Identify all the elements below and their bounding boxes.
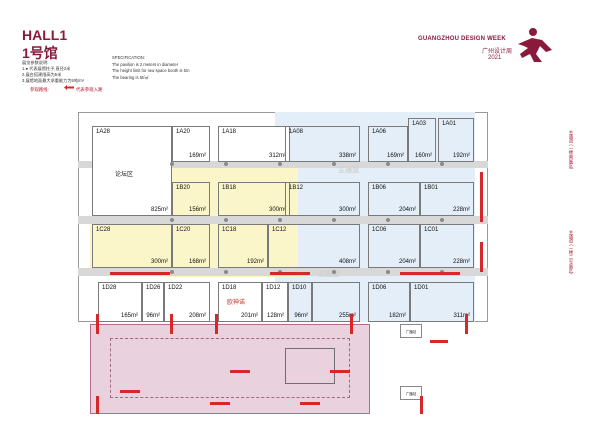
pillar-dot	[170, 162, 174, 166]
route-arrow-icon	[420, 396, 423, 414]
route-arrow-icon	[230, 370, 250, 373]
specification: SPECIFICATION: The pavilion is 2 meters …	[112, 55, 190, 81]
booth-1A08[interactable]: 1A08 338m²	[285, 126, 360, 162]
booth-1A18[interactable]: 1A18 312m²	[218, 126, 290, 162]
booth-1C20[interactable]: 1C20 168m²	[172, 224, 210, 268]
pillar-dot	[170, 270, 174, 274]
floor-plan: 主通道 主通道 1A28 论坛区 825m² 1A20 169m² 1A18 3…	[60, 112, 500, 417]
route-arrow-icon	[96, 396, 99, 414]
booth-1D12[interactable]: 1D12 128m²	[262, 282, 288, 322]
pillar-dot	[278, 162, 282, 166]
main-path-label: 主通道	[338, 167, 359, 174]
aisle-mid	[78, 216, 488, 224]
route-arrow-icon	[215, 314, 218, 334]
pillar-dot	[386, 162, 390, 166]
booth-1B20[interactable]: 1B20 156m²	[172, 182, 210, 216]
booth-1D26[interactable]: 1D26 96m²	[142, 282, 164, 322]
pillar-dot	[224, 218, 228, 222]
hall-title-cn: 1号馆	[22, 45, 58, 61]
route-arrow-icon	[120, 390, 140, 393]
logo-cn: 广州设计周	[482, 49, 513, 55]
aisle-top	[78, 161, 488, 168]
pillar-dot	[332, 270, 336, 274]
booth-1C01[interactable]: 1C01 228m²	[420, 224, 474, 268]
service-room: 广播站	[400, 324, 422, 338]
pillar-dot	[386, 218, 390, 222]
booth-1D06[interactable]: 1D06 182m²	[368, 282, 410, 322]
booth-1A03[interactable]: 1A03 160m²	[408, 118, 436, 162]
route-arrow-icon	[110, 272, 170, 275]
spec-line: The pavilion is 2 meters in diameter	[112, 61, 179, 67]
booth-1D01[interactable]: 1D01 311m²	[410, 282, 474, 322]
route-arrow-icon	[96, 314, 99, 334]
booth-1C06[interactable]: 1C06 204m²	[368, 224, 420, 268]
pillar-dot	[386, 270, 390, 274]
pink-zone	[90, 324, 370, 414]
booth-1A20[interactable]: 1A20 169m²	[172, 126, 210, 162]
legend-label: 参观路线:	[30, 87, 49, 92]
route-arrow-icon	[270, 272, 310, 275]
spec-title: SPECIFICATION:	[112, 55, 145, 60]
booth-1A28[interactable]: 1A28 论坛区 825m²	[92, 126, 172, 216]
notes-title: 展览参数说明:	[22, 60, 49, 65]
pink-inner	[110, 338, 350, 398]
booth-1A01[interactable]: 1A01 192m²	[438, 118, 474, 162]
note-line: 1.● 代表展馆柱子,直径2米	[22, 66, 71, 71]
side-label: 主通道 (一楼二号展区)	[569, 230, 574, 274]
booth-1B06[interactable]: 1B06 204m²	[368, 182, 420, 216]
service-room: 广播站	[400, 386, 422, 400]
route-arrow-icon	[170, 314, 173, 334]
booth-1C28[interactable]: 1C28 300m²	[92, 224, 172, 268]
route-arrow-icon	[480, 172, 483, 222]
pillar-dot	[440, 218, 444, 222]
pillar-dot	[278, 218, 282, 222]
legend-text: 代表参观入路	[76, 87, 103, 92]
main-path-label: 主通道	[318, 271, 339, 278]
pillar-dot	[332, 218, 336, 222]
booth-1D08[interactable]: 255m²	[312, 282, 360, 322]
pillar-dot	[224, 270, 228, 274]
note-line: 3.展馆地面最大承重能力为5吨/m²	[22, 78, 85, 83]
route-arrow-icon	[210, 402, 230, 405]
booth-1D28[interactable]: 1D28 165m²	[98, 282, 142, 322]
booth-1A06[interactable]: 1A06 169m²	[368, 126, 408, 162]
route-arrow-icon	[350, 314, 353, 334]
booth-1D18[interactable]: 1D18 欧神诺 201m²	[218, 282, 262, 322]
pillar-dot	[332, 162, 336, 166]
pillar-dot	[224, 162, 228, 166]
spec-line: The bearing is 5t/㎡	[112, 74, 149, 80]
route-arrow-icon	[330, 370, 350, 373]
booth-1D10[interactable]: 1D10 96m²	[288, 282, 312, 322]
route-arrow-icon	[465, 314, 468, 334]
note-line: 2.展台搭建限高为5米	[22, 72, 62, 77]
logo-year: 2021	[488, 55, 502, 61]
gzdw-logo-icon	[518, 28, 552, 62]
spec-line: The height limit for raw space booth is …	[112, 68, 190, 74]
route-arrow-icon	[430, 340, 448, 343]
pink-strip	[285, 348, 335, 384]
booth-1B18[interactable]: 1B18 300m²	[218, 182, 290, 216]
route-arrow-icon	[480, 242, 483, 272]
route-arrow-icon	[300, 402, 320, 405]
booth-1B12[interactable]: 1B12 300m²	[285, 182, 360, 216]
hall-title: HALL1	[22, 27, 68, 43]
route-arrow-icon	[64, 85, 74, 90]
booth-1C12[interactable]: 1C12 408m²	[268, 224, 360, 268]
pillar-dot	[170, 218, 174, 222]
route-arrow-icon	[400, 272, 460, 275]
pillar-dot	[440, 162, 444, 166]
booth-1B01[interactable]: 1B01 228m²	[420, 182, 474, 216]
logo-title: GUANGZHOU DESIGN WEEK	[418, 36, 506, 42]
booth-1C18[interactable]: 1C18 192m²	[218, 224, 268, 268]
side-label: 主通道 (一楼南展区)	[569, 130, 574, 170]
notes: 展览参数说明: 1.● 代表展馆柱子,直径2米 2.展台搭建限高为5米 3.展馆…	[22, 60, 84, 84]
